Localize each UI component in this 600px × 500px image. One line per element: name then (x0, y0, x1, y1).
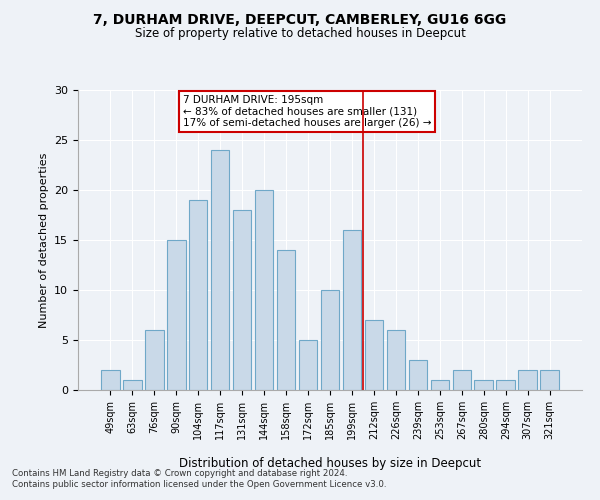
Bar (101, 370, 119, 390)
Bar (189, 200, 208, 390)
Bar (299, 340, 317, 390)
Bar (320, 290, 340, 390)
Bar (233, 210, 251, 390)
Bar (475, 380, 493, 390)
Bar (145, 330, 164, 390)
Bar (496, 380, 515, 390)
Text: 7, DURHAM DRIVE, DEEPCUT, CAMBERLEY, GU16 6GG: 7, DURHAM DRIVE, DEEPCUT, CAMBERLEY, GU1… (94, 12, 506, 26)
Text: Distribution of detached houses by size in Deepcut: Distribution of detached houses by size … (179, 458, 481, 470)
Bar (452, 370, 471, 390)
Bar (541, 370, 559, 390)
Bar (431, 380, 449, 390)
Bar (343, 230, 361, 390)
Bar (518, 370, 537, 390)
Bar (365, 320, 383, 390)
Y-axis label: Number of detached properties: Number of detached properties (38, 152, 49, 328)
Bar (211, 150, 229, 390)
Text: 7 DURHAM DRIVE: 195sqm
← 83% of detached houses are smaller (131)
17% of semi-de: 7 DURHAM DRIVE: 195sqm ← 83% of detached… (183, 95, 431, 128)
Bar (409, 360, 427, 390)
Text: Size of property relative to detached houses in Deepcut: Size of property relative to detached ho… (134, 28, 466, 40)
Bar (277, 250, 295, 390)
Bar (167, 240, 185, 390)
Bar (386, 330, 405, 390)
Text: Contains HM Land Registry data © Crown copyright and database right 2024.: Contains HM Land Registry data © Crown c… (12, 468, 347, 477)
Text: Contains public sector information licensed under the Open Government Licence v3: Contains public sector information licen… (12, 480, 386, 489)
Bar (255, 190, 274, 390)
Bar (123, 380, 142, 390)
